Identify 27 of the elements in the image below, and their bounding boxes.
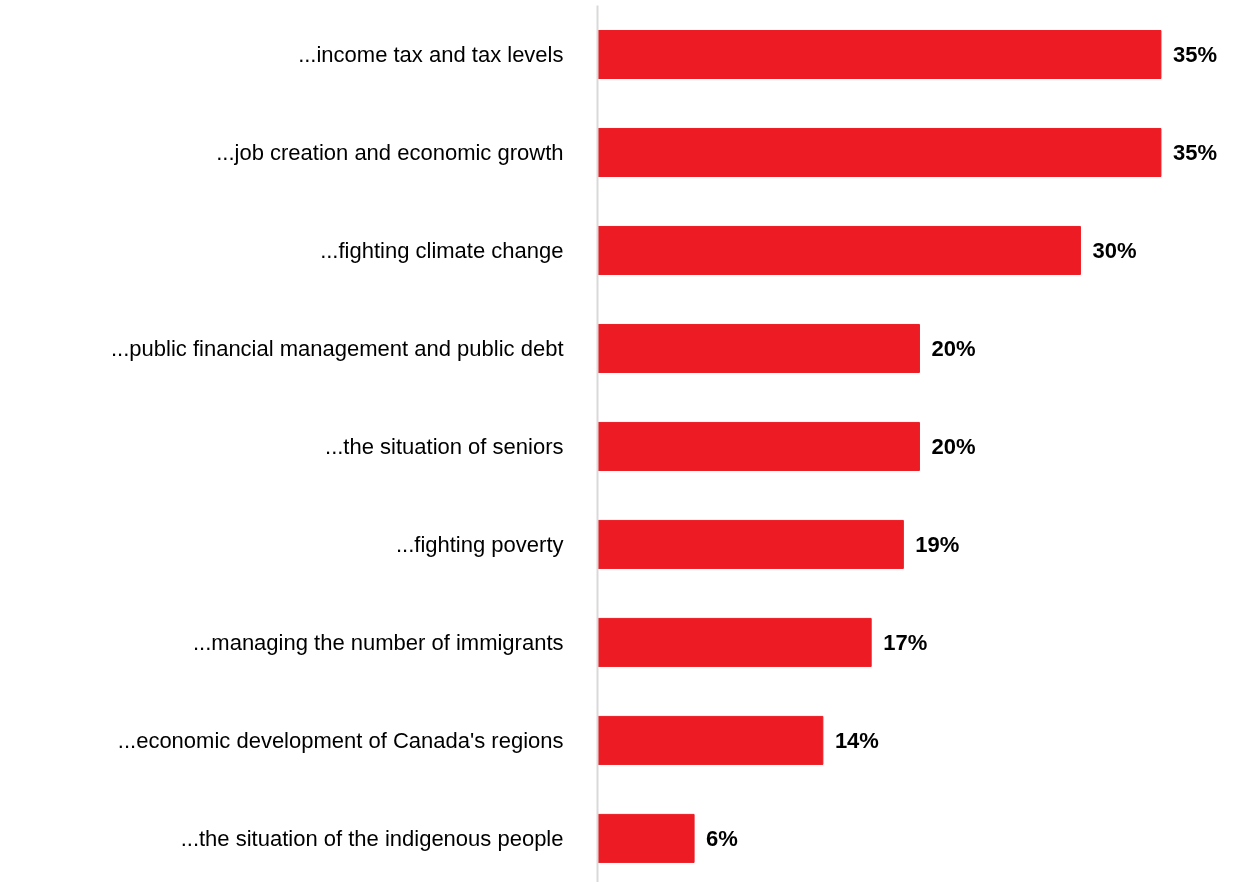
bar xyxy=(597,323,920,373)
y-tick-label: ...managing the number of immigrants xyxy=(192,629,564,655)
y-tick-label: ...economic development of Canada's regions xyxy=(117,727,564,753)
y-tick-label: ...the situation of seniors xyxy=(325,433,564,459)
bar xyxy=(597,617,872,667)
bar xyxy=(597,29,1162,79)
y-tick-label: ...fighting poverty xyxy=(395,531,564,557)
data-label: 20% xyxy=(931,335,976,361)
y-tick-label: ...income tax and tax levels xyxy=(298,41,564,67)
bar xyxy=(597,127,1162,177)
data-label: 17% xyxy=(883,629,928,655)
data-label: 6% xyxy=(706,825,738,851)
data-label: 20% xyxy=(931,433,976,459)
bar xyxy=(597,813,695,863)
y-tick-label: ...the situation of the indigenous people xyxy=(180,825,564,851)
data-label: 35% xyxy=(1172,41,1217,67)
y-tick-label: ...public financial management and public debt xyxy=(110,335,564,361)
data-label: 35% xyxy=(1172,139,1217,165)
bar xyxy=(597,225,1081,275)
data-label: 14% xyxy=(834,727,879,753)
bar xyxy=(597,715,824,765)
bar xyxy=(597,519,904,569)
y-tick-label: ...fighting climate change xyxy=(320,237,564,263)
bar xyxy=(597,421,920,471)
y-tick-label: ...job creation and economic growth xyxy=(216,139,564,165)
data-label: 19% xyxy=(915,531,960,557)
data-label: 30% xyxy=(1092,237,1137,263)
